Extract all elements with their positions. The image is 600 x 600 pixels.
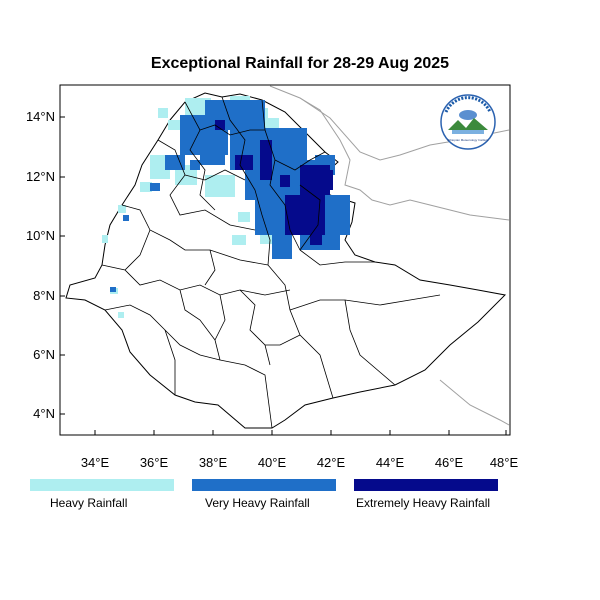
rain-cell-extreme bbox=[260, 140, 272, 180]
rain-cell-heavy bbox=[168, 120, 182, 130]
rainfall-cells bbox=[102, 96, 350, 318]
lon-tick-46: 46°E bbox=[435, 455, 464, 470]
rain-cell-heavy bbox=[118, 205, 126, 213]
rain-cell-very-heavy bbox=[123, 215, 129, 221]
lon-tick-42: 42°E bbox=[317, 455, 346, 470]
lon-tick-38: 38°E bbox=[199, 455, 228, 470]
lat-tick-6: 6°N bbox=[33, 347, 55, 362]
legend-swatch-very-heavy bbox=[192, 479, 336, 491]
lat-tick-12: 12°N bbox=[26, 169, 55, 184]
rain-cell-very-heavy bbox=[190, 160, 200, 170]
legend-swatch-extreme bbox=[354, 479, 498, 491]
legend-swatch-heavy bbox=[30, 479, 174, 491]
meteorology-institute-logo: Ethiopian Meteorology Institute bbox=[440, 94, 496, 150]
rain-cell-extreme bbox=[235, 155, 253, 170]
lat-tick-8: 8°N bbox=[33, 288, 55, 303]
admin-boundaries bbox=[101, 96, 441, 429]
rain-cell-heavy bbox=[158, 108, 168, 118]
rain-cell-very-heavy bbox=[150, 183, 160, 191]
rain-cell-extreme bbox=[285, 195, 325, 235]
legend-label-extreme: Extremely Heavy Rainfall bbox=[356, 496, 491, 510]
lon-tick-36: 36°E bbox=[140, 455, 169, 470]
lon-tick-48: 48°E bbox=[490, 455, 519, 470]
rain-cell-extreme bbox=[215, 120, 225, 130]
rain-cell-heavy bbox=[185, 98, 211, 118]
rain-cell-heavy bbox=[232, 235, 246, 245]
lon-tick-34: 34°E bbox=[81, 455, 110, 470]
rain-cell-extreme bbox=[280, 175, 290, 187]
rain-cell-heavy bbox=[265, 118, 279, 128]
rain-cell-heavy bbox=[140, 182, 152, 192]
rain-cell-extreme bbox=[310, 235, 322, 245]
plot-frame bbox=[59, 84, 511, 436]
rain-cell-very-heavy bbox=[110, 287, 116, 292]
rain-cell-extreme bbox=[325, 170, 333, 190]
axis-ticks bbox=[60, 116, 507, 435]
rain-cell-heavy bbox=[205, 175, 235, 197]
map-title: Exceptional Rainfall for 28-29 Aug 2025 bbox=[150, 55, 450, 72]
rain-cell-heavy bbox=[238, 212, 250, 222]
rain-cell-heavy bbox=[102, 235, 108, 243]
logo-text: Ethiopian Meteorology Institute bbox=[447, 138, 489, 142]
rain-cell-very-heavy bbox=[165, 155, 185, 170]
rain-cell-very-heavy bbox=[200, 145, 225, 165]
legend-label-heavy: Heavy Rainfall bbox=[50, 496, 128, 510]
lon-tick-44: 44°E bbox=[376, 455, 405, 470]
legend-label-very-heavy: Very Heavy Rainfall bbox=[205, 496, 310, 510]
lat-tick-10: 10°N bbox=[26, 228, 55, 243]
lat-tick-4: 4°N bbox=[33, 406, 55, 421]
lat-tick-14: 14°N bbox=[26, 109, 55, 124]
rain-cell-very-heavy bbox=[272, 235, 292, 259]
rain-cell-heavy bbox=[118, 312, 124, 318]
lon-tick-40: 40°E bbox=[258, 455, 287, 470]
